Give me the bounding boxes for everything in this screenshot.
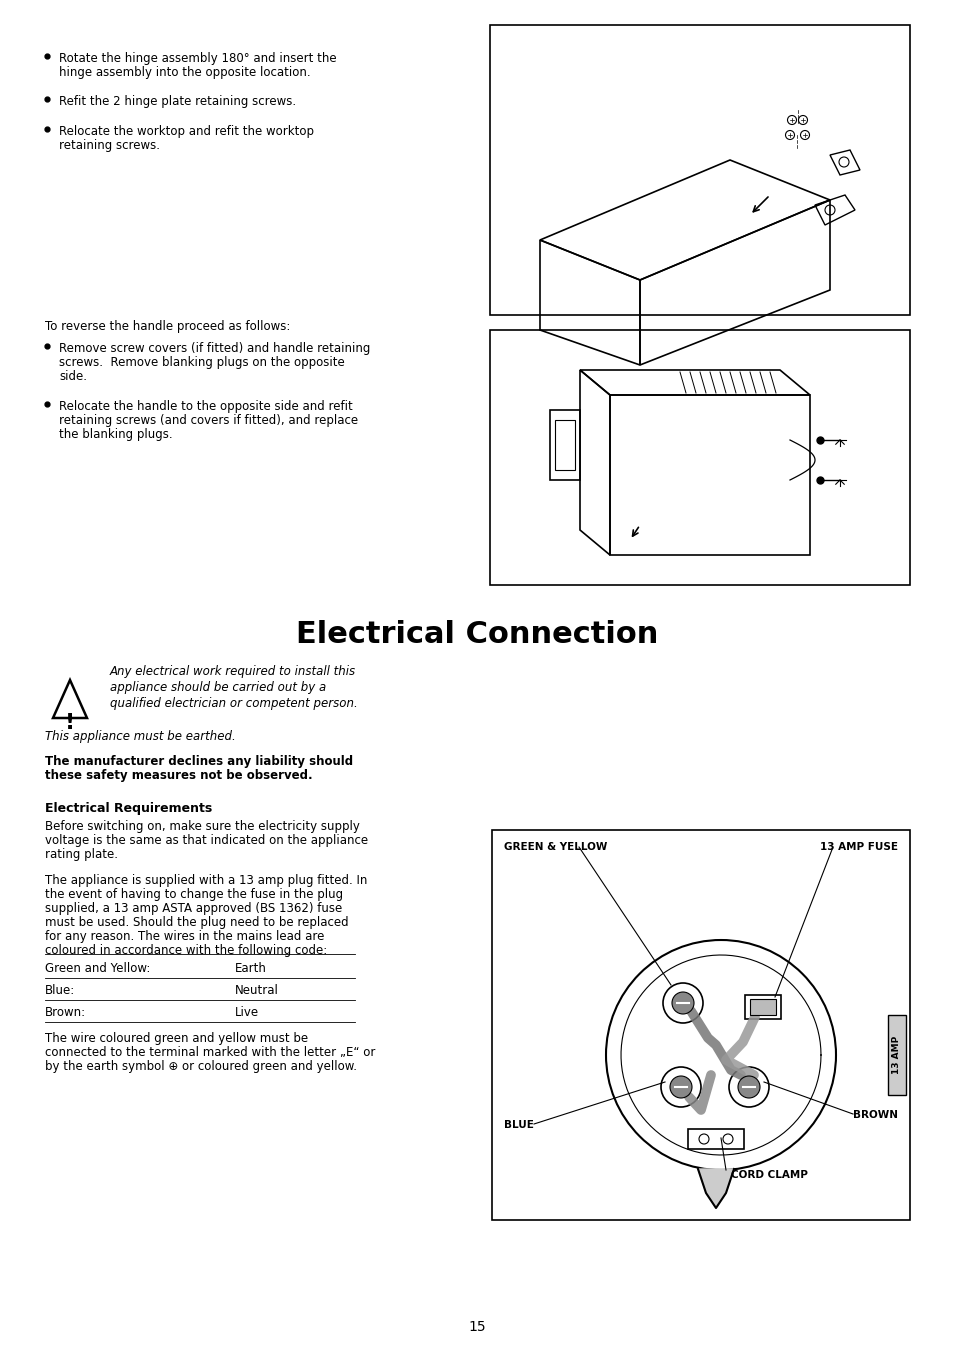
Text: The wire coloured green and yellow must be: The wire coloured green and yellow must … [45,1032,308,1045]
Text: Relocate the worktop and refit the worktop: Relocate the worktop and refit the workt… [59,125,314,138]
Text: rating plate.: rating plate. [45,849,118,861]
Text: side.: side. [59,370,87,383]
Text: The appliance is supplied with a 13 amp plug fitted. In: The appliance is supplied with a 13 amp … [45,874,367,888]
Bar [490,26,909,316]
Text: 15: 15 [468,1321,485,1334]
Text: Neutral: Neutral [234,983,278,997]
Circle shape [738,1077,760,1098]
Text: Blue:: Blue: [45,983,75,997]
Text: the event of having to change the fuse in the plug: the event of having to change the fuse i… [45,888,343,901]
Text: 13 AMP FUSE: 13 AMP FUSE [820,842,897,853]
Polygon shape [698,1170,733,1207]
Circle shape [671,992,693,1014]
Text: must be used. Should the plug need to be replaced: must be used. Should the plug need to be… [45,916,348,929]
Text: Electrical Requirements: Electrical Requirements [45,803,212,815]
Bar [887,1014,905,1095]
Text: 13 AMP: 13 AMP [892,1036,901,1074]
Text: connected to the terminal marked with the letter „E“ or: connected to the terminal marked with th… [45,1045,375,1059]
Text: Live: Live [234,1006,259,1018]
Text: !: ! [65,714,75,733]
Text: retaining screws.: retaining screws. [59,139,160,152]
Text: GREEN & YELLOW: GREEN & YELLOW [503,842,607,853]
Text: Brown:: Brown: [45,1006,86,1018]
Text: CORD CLAMP: CORD CLAMP [730,1170,807,1180]
Text: voltage is the same as that indicated on the appliance: voltage is the same as that indicated on… [45,834,368,847]
Circle shape [669,1077,691,1098]
Text: Rotate the hinge assembly 180° and insert the: Rotate the hinge assembly 180° and inser… [59,53,336,65]
Text: Any electrical work required to install this: Any electrical work required to install … [110,665,355,679]
Text: qualified electrician or competent person.: qualified electrician or competent perso… [110,697,357,710]
Bar [687,1129,743,1149]
Text: the blanking plugs.: the blanking plugs. [59,428,172,441]
Text: BLUE: BLUE [503,1120,534,1130]
Text: Electrical Connection: Electrical Connection [295,621,658,649]
Text: by the earth symbol ⊕ or coloured green and yellow.: by the earth symbol ⊕ or coloured green … [45,1060,356,1072]
Text: supplied, a 13 amp ASTA approved (BS 1362) fuse: supplied, a 13 amp ASTA approved (BS 136… [45,902,342,915]
Text: coloured in accordance with the following code:: coloured in accordance with the followin… [45,944,327,956]
Text: screws.  Remove blanking plugs on the opposite: screws. Remove blanking plugs on the opp… [59,356,344,370]
Text: To reverse the handle proceed as follows:: To reverse the handle proceed as follows… [45,320,290,333]
Bar [744,996,781,1018]
Bar [492,830,909,1219]
Text: hinge assembly into the opposite location.: hinge assembly into the opposite locatio… [59,66,311,80]
Text: appliance should be carried out by a: appliance should be carried out by a [110,681,326,693]
Bar [749,1000,775,1014]
Text: Before switching on, make sure the electricity supply: Before switching on, make sure the elect… [45,820,359,832]
Text: retaining screws (and covers if fitted), and replace: retaining screws (and covers if fitted),… [59,414,357,428]
Bar [490,331,909,585]
Text: Remove screw covers (if fitted) and handle retaining: Remove screw covers (if fitted) and hand… [59,343,370,355]
Text: BROWN: BROWN [852,1110,897,1120]
Text: Relocate the handle to the opposite side and refit: Relocate the handle to the opposite side… [59,401,353,413]
Text: these safety measures not be observed.: these safety measures not be observed. [45,769,313,782]
Text: for any reason. The wires in the mains lead are: for any reason. The wires in the mains l… [45,929,324,943]
Text: Green and Yellow:: Green and Yellow: [45,962,151,975]
Text: The manufacturer declines any liability should: The manufacturer declines any liability … [45,755,353,768]
Text: Earth: Earth [234,962,267,975]
Text: This appliance must be earthed.: This appliance must be earthed. [45,730,235,743]
Text: Refit the 2 hinge plate retaining screws.: Refit the 2 hinge plate retaining screws… [59,94,295,108]
